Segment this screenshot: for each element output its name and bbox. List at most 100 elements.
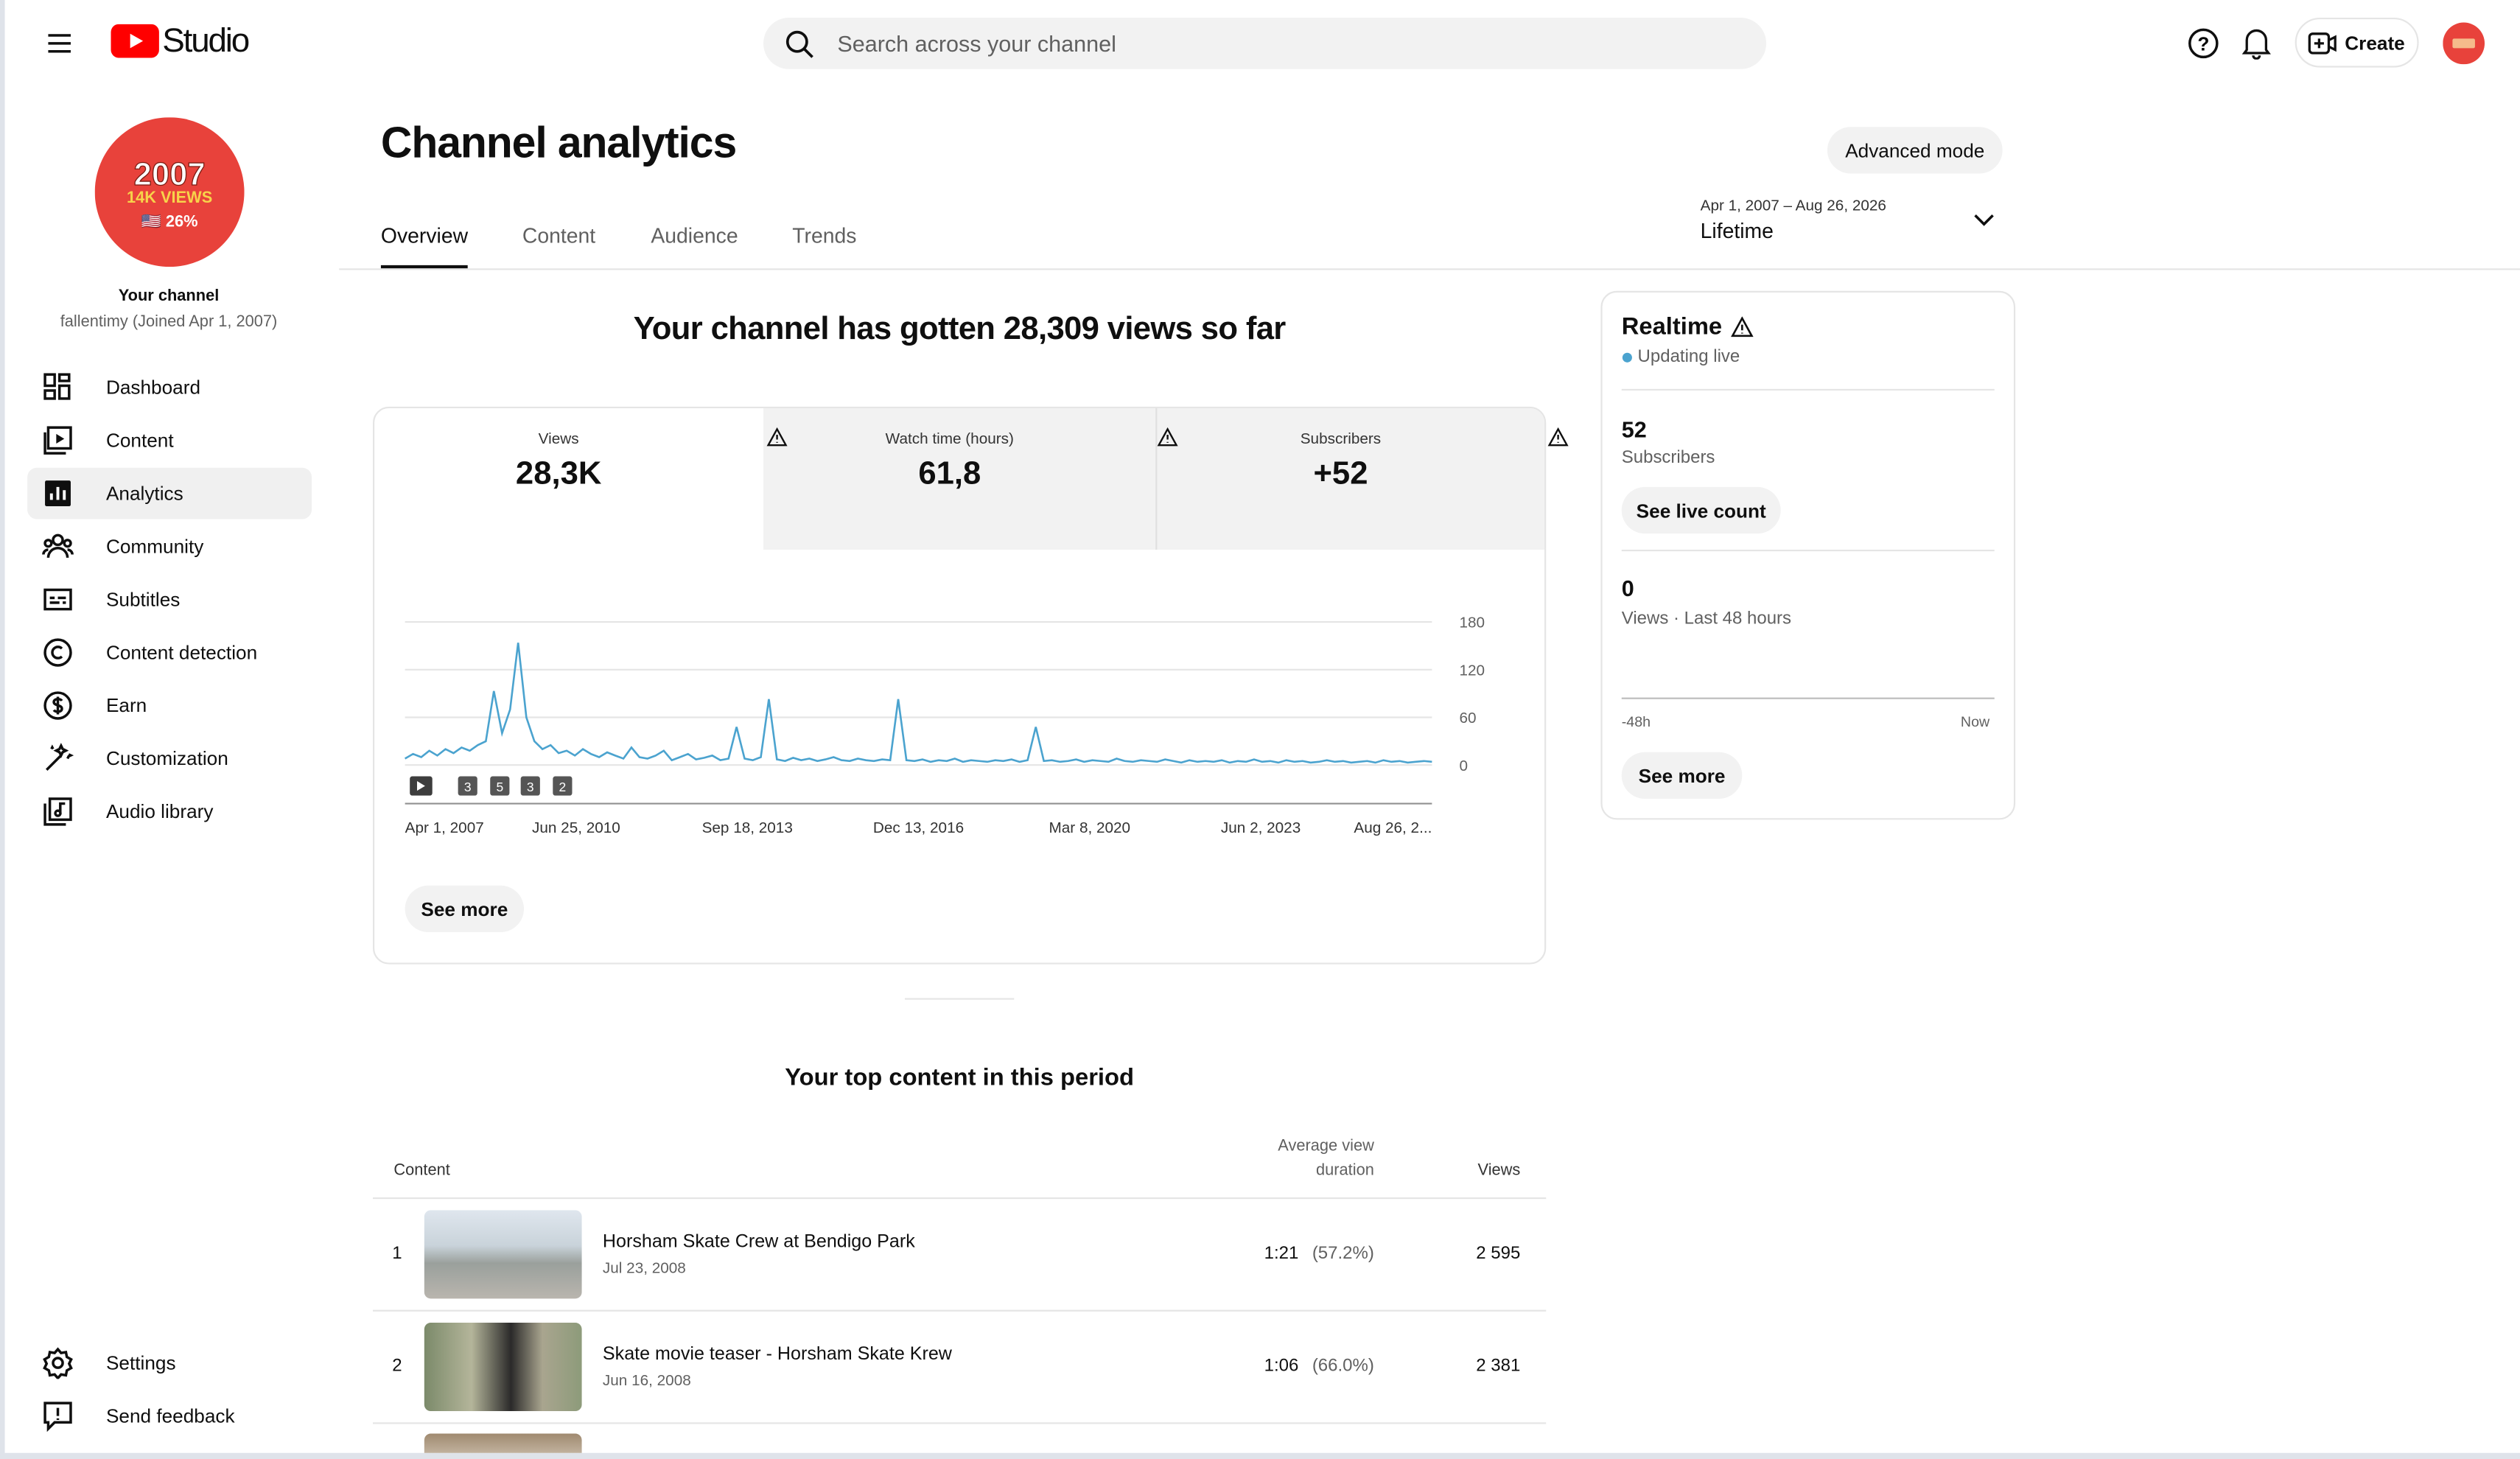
column-header: Views — [1477, 1161, 1521, 1180]
nav-icon[interactable] — [42, 424, 74, 457]
warning-icon — [1157, 427, 1178, 447]
nav-item[interactable]: Customization — [105, 747, 228, 770]
column-header: duration — [1316, 1161, 1374, 1180]
create-button[interactable] — [2295, 17, 2419, 68]
y-tick-label: 0 — [1459, 758, 1468, 774]
avatar-line: 14K VIEWS — [127, 188, 212, 206]
x-tick-label: Mar 8, 2020 — [1049, 819, 1131, 836]
metric-label[interactable]: Views — [538, 430, 579, 449]
account-avatar[interactable] — [2443, 22, 2485, 65]
x-tick-label: Dec 13, 2016 — [873, 819, 964, 836]
realtime-axis-end: Now — [1960, 713, 1990, 730]
play-icon — [417, 781, 425, 791]
nav-item[interactable]: Community — [105, 535, 204, 558]
tab[interactable]: Audience — [651, 223, 738, 248]
metric-label[interactable]: Watch time (hours) — [885, 430, 1014, 449]
live-dot — [1622, 352, 1632, 363]
realtime-axis — [1621, 697, 1995, 699]
nav-icon[interactable] — [42, 637, 74, 669]
nav-item[interactable]: Audio library — [105, 800, 214, 823]
thumbnail[interactable] — [424, 1433, 582, 1453]
logo-text[interactable]: Studio — [162, 22, 250, 60]
video-date: Jun 16, 2008 — [602, 1372, 691, 1390]
marker-box — [553, 776, 573, 796]
realtime-title: Realtime — [1621, 313, 1723, 341]
notifications-icon[interactable] — [2241, 26, 2271, 60]
metric-value[interactable]: 61,8 — [918, 456, 981, 492]
metric-separator — [1155, 408, 1158, 550]
avg-duration: 1:21 — [1264, 1244, 1299, 1264]
video-title[interactable]: Horsham Skate Crew at Bendigo Park — [602, 1232, 915, 1253]
tab[interactable]: Overview — [380, 223, 469, 248]
nav-icon[interactable] — [42, 371, 74, 404]
tab[interactable]: Trends — [792, 223, 857, 248]
advanced-mode-button[interactable]: Advanced mode — [1827, 127, 2003, 174]
live-count-button[interactable]: See live count — [1621, 486, 1781, 534]
avg-duration-percent: (57.2%) — [1312, 1244, 1374, 1264]
period[interactable]: Lifetime — [1700, 218, 1774, 243]
x-tick-label: Jun 25, 2010 — [532, 819, 620, 836]
avg-duration-percent: (66.0%) — [1312, 1356, 1374, 1376]
views-label: Views · Last 48 hours — [1621, 609, 1792, 629]
nav-item[interactable]: Send feedback — [105, 1404, 235, 1427]
nav-icon[interactable] — [42, 690, 74, 722]
nav-item[interactable]: Earn — [105, 694, 147, 717]
metric-value[interactable]: 28,3K — [515, 456, 602, 492]
marker-count: 3 — [464, 780, 472, 794]
thumbnail[interactable] — [424, 1323, 582, 1412]
menu-icon[interactable] — [46, 30, 72, 56]
nav-item[interactable]: Settings — [105, 1351, 176, 1374]
marker-box — [520, 776, 540, 796]
nav-icon[interactable] — [42, 743, 74, 775]
avatar-line: 🇺🇸 26% — [141, 212, 198, 231]
y-tick-label: 120 — [1459, 662, 1485, 679]
headline: Your channel has gotten 28,309 views so … — [633, 312, 1287, 348]
tab[interactable]: Content — [522, 223, 596, 248]
nav-icon[interactable] — [42, 796, 74, 828]
row-divider — [373, 1309, 1547, 1312]
thumbnail[interactable] — [424, 1210, 582, 1299]
realtime-see-more[interactable]: See more — [1621, 752, 1743, 800]
search-box[interactable] — [763, 17, 1767, 69]
avg-duration: 1:06 — [1264, 1356, 1299, 1376]
logo-icon[interactable] — [111, 24, 159, 58]
search-icon[interactable] — [784, 29, 816, 61]
realtime-axis-start: -48h — [1621, 713, 1651, 730]
divider — [339, 268, 2520, 270]
nav-item[interactable]: Content detection — [105, 641, 258, 664]
realtime-card — [1600, 290, 2016, 820]
video-title[interactable]: Skate movie teaser - Horsham Skate Krew — [602, 1345, 952, 1365]
metric-value[interactable]: +52 — [1313, 456, 1368, 492]
tab-underline — [380, 265, 468, 269]
channel-handle: fallentimy (Joined Apr 1, 2007) — [60, 313, 278, 332]
date-range[interactable]: Apr 1, 2007 – Aug 26, 2026 — [1700, 197, 1886, 216]
search-placeholder[interactable]: Search across your channel — [837, 30, 1116, 57]
x-tick-label: Apr 1, 2007 — [405, 819, 484, 836]
nav-item[interactable]: Content — [105, 429, 174, 452]
period-chevron[interactable] — [1973, 214, 1994, 228]
row-divider — [373, 1422, 1547, 1424]
metric-label[interactable]: Subscribers — [1300, 430, 1382, 449]
nav-icon[interactable] — [42, 584, 74, 616]
subs-value: 52 — [1621, 416, 1647, 442]
divider — [1621, 549, 1995, 552]
nav-icon[interactable] — [42, 1347, 74, 1379]
nav-icon[interactable] — [42, 531, 74, 563]
create-label[interactable]: Create — [2345, 32, 2405, 55]
marker-count: 2 — [559, 780, 567, 794]
nav-icon[interactable] — [42, 1400, 74, 1432]
channel-label: Your channel — [118, 287, 220, 306]
see-more-button[interactable]: See more — [405, 885, 525, 933]
views: 2 381 — [1476, 1356, 1521, 1376]
nav-item[interactable]: Analytics — [105, 482, 183, 505]
nav-icon[interactable] — [42, 477, 74, 510]
nav-item[interactable]: Dashboard — [105, 376, 201, 399]
nav-item[interactable]: Subtitles — [105, 588, 181, 611]
channel-avatar[interactable]: 2007 14K VIEWS 🇺🇸 26% — [94, 117, 245, 267]
create-icon[interactable] — [2308, 32, 2337, 55]
rank: 2 — [392, 1356, 402, 1376]
help-icon[interactable]: ? — [2188, 27, 2220, 60]
views: 2 595 — [1476, 1244, 1521, 1264]
views-line — [404, 643, 1432, 764]
